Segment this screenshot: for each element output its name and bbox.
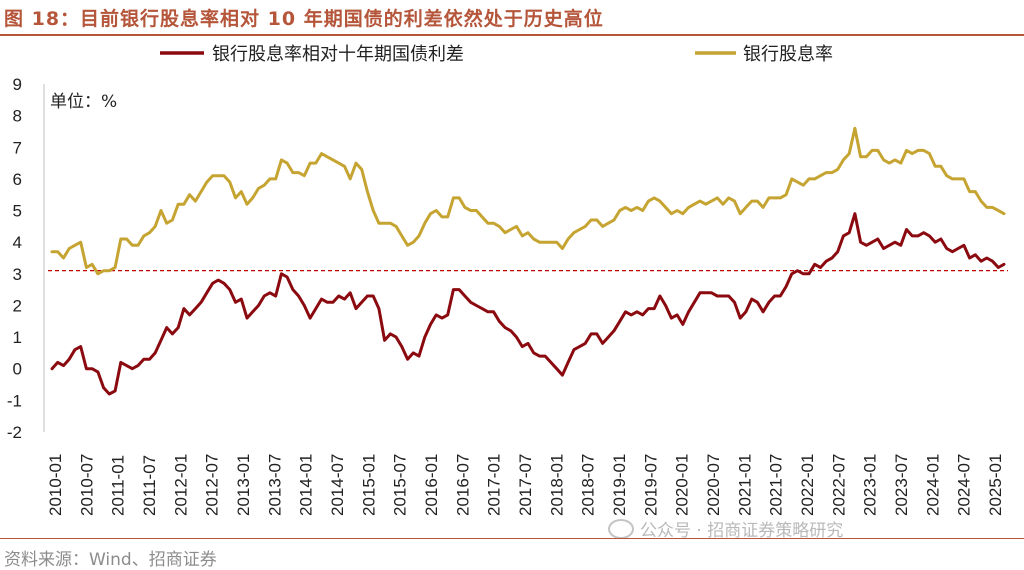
x-tick-label: 2013-07 xyxy=(265,454,284,516)
legend-label-dividend-yield: 银行股息率 xyxy=(743,44,833,65)
y-tick-label: 2 xyxy=(13,296,22,315)
y-tick-label: 7 xyxy=(13,138,22,157)
x-tick-label: 2022-07 xyxy=(829,454,848,516)
x-tick-label: 2012-07 xyxy=(203,454,222,516)
source-divider xyxy=(0,538,1024,539)
y-tick-label: 0 xyxy=(13,360,22,379)
series-line-spread xyxy=(50,212,1006,396)
x-tick-label: 2023-01 xyxy=(861,454,880,516)
y-tick-label: 3 xyxy=(13,265,22,284)
unit-label: 单位：% xyxy=(50,92,117,112)
x-tick-label: 2011-07 xyxy=(140,455,159,516)
y-tick-label: 1 xyxy=(13,328,22,347)
y-tick-label: -1 xyxy=(7,391,22,410)
source-note: 资料来源：Wind、招商证券 xyxy=(4,550,217,570)
x-tick-label: 2021-01 xyxy=(735,454,754,516)
x-tick-label: 2017-01 xyxy=(485,454,504,516)
watermark-text: 公众号 · 招商证券策略研究 xyxy=(640,521,844,541)
x-tick-label: 2020-07 xyxy=(704,454,723,516)
x-tick-label: 2017-07 xyxy=(516,454,535,516)
y-tick-label: -2 xyxy=(7,423,22,442)
line-chart: 9 8 7 6 5 4 3 2 1 0 -1 -2 单位：% 2010-01 2010-07 2011-01 2… xyxy=(7,44,1008,516)
series-line-dividend-yield xyxy=(50,126,1006,276)
x-tick-label: 2025-01 xyxy=(986,454,1005,516)
x-tick-label: 2014-07 xyxy=(328,454,347,516)
x-tick-label: 2010-01 xyxy=(46,454,65,516)
x-tick-label: 2016-07 xyxy=(453,454,472,516)
legend-label-spread: 银行股息率相对十年期国债利差 xyxy=(212,44,464,65)
y-tick-label: 6 xyxy=(13,170,22,189)
x-tick-label: 2015-07 xyxy=(391,454,410,516)
x-tick-label: 2019-07 xyxy=(641,454,660,516)
y-tick-label: 8 xyxy=(13,107,22,126)
x-tick-label: 2016-01 xyxy=(422,454,441,516)
x-tick-label: 2021-07 xyxy=(767,454,786,516)
x-tick-label: 2018-07 xyxy=(579,454,598,516)
x-tick-label: 2024-01 xyxy=(923,454,942,516)
x-tick-label: 2023-07 xyxy=(892,454,911,516)
figure-title: 图 18：目前银行股息率相对 10 年期国债的利差依然处于历史高位 xyxy=(4,8,604,30)
x-tick-label: 2015-01 xyxy=(359,454,378,516)
x-tick-label: 2019-01 xyxy=(610,454,629,516)
title-bar: 图 18：目前银行股息率相对 10 年期国债的利差依然处于历史高位 xyxy=(0,0,1024,36)
x-tick-label: 2010-07 xyxy=(77,454,96,516)
x-tick-label: 2020-01 xyxy=(673,454,692,516)
y-tick-label: 9 xyxy=(13,75,22,94)
y-tick-label: 4 xyxy=(13,233,22,252)
wechat-icon xyxy=(608,519,634,539)
x-tick-label: 2014-01 xyxy=(297,454,316,516)
x-tick-label: 2013-01 xyxy=(234,454,253,516)
y-tick-label: 5 xyxy=(13,202,22,221)
x-tick-label: 2024-07 xyxy=(955,454,974,516)
x-tick-label: 2022-01 xyxy=(798,454,817,516)
x-tick-label: 2012-01 xyxy=(171,454,190,516)
x-tick-label: 2011-01 xyxy=(109,455,128,516)
x-tick-label: 2018-01 xyxy=(547,454,566,516)
